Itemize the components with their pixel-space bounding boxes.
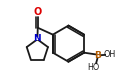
Text: O: O <box>34 7 42 17</box>
FancyBboxPatch shape <box>35 10 40 14</box>
FancyBboxPatch shape <box>34 37 39 40</box>
Text: OH: OH <box>103 50 116 59</box>
Text: N: N <box>33 34 40 43</box>
Text: B: B <box>94 51 101 60</box>
FancyBboxPatch shape <box>106 53 112 57</box>
Text: HO: HO <box>88 63 100 72</box>
FancyBboxPatch shape <box>90 65 96 69</box>
FancyBboxPatch shape <box>96 54 100 57</box>
